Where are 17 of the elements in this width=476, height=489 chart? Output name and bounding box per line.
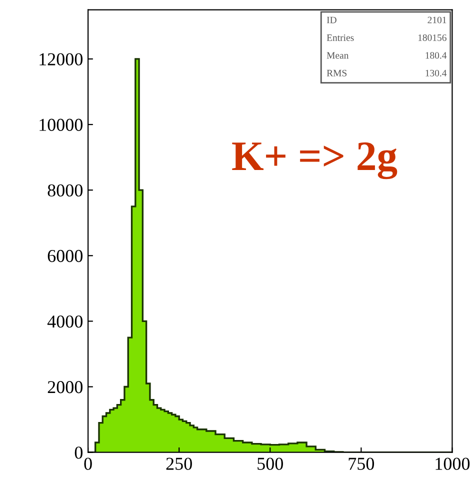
x-tick-label: 250 bbox=[166, 458, 192, 470]
y-tick-label: 0 bbox=[74, 446, 83, 459]
y-tick-label: 10000 bbox=[40, 118, 83, 131]
y-tick-label: 2000 bbox=[48, 381, 83, 394]
x-tick-label: 0 bbox=[84, 458, 92, 470]
x-tick-label: 1000 bbox=[436, 458, 470, 470]
x-tick-label: 500 bbox=[258, 458, 283, 470]
y-tick-label: 6000 bbox=[48, 250, 83, 262]
text: Entries 180156 bbox=[326, 34, 446, 41]
y-tick-label: 8000 bbox=[48, 184, 83, 197]
text: Mean 180.4 bbox=[326, 52, 447, 59]
annotation: K+ => 2g bbox=[232, 142, 398, 180]
y-tick-label: 12000 bbox=[40, 53, 83, 66]
text: RMS 130.4 bbox=[326, 70, 447, 76]
x-tick-label: 750 bbox=[348, 458, 374, 470]
y-tick-label: 4000 bbox=[47, 315, 83, 328]
text: ID 2101 bbox=[326, 16, 446, 24]
